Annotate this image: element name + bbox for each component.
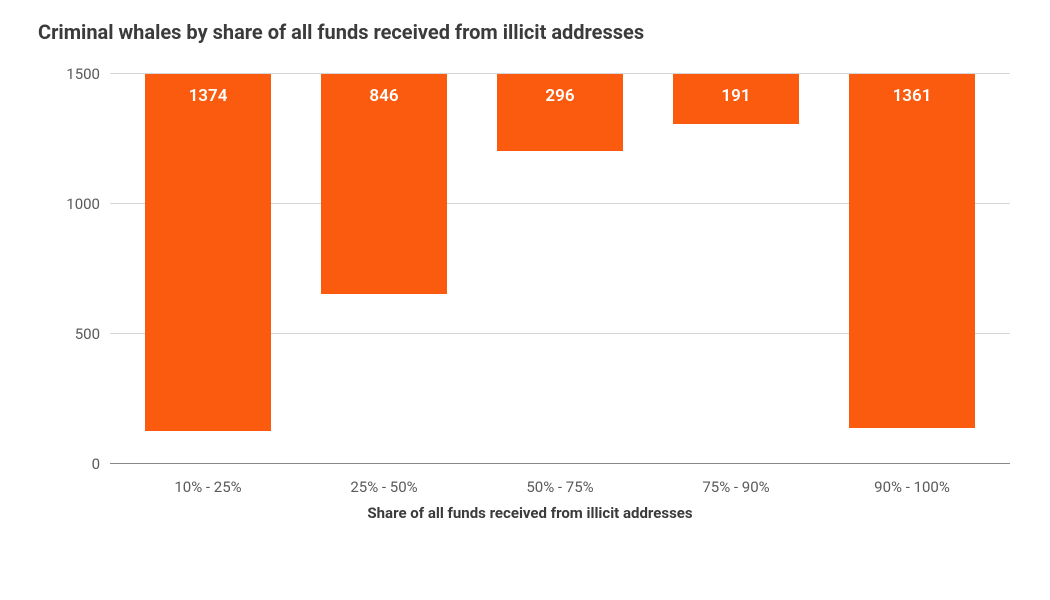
bar-slot: 1374 10% - 25% — [120, 74, 296, 464]
x-axis-title: Share of all funds received from illicit… — [50, 504, 1010, 522]
plot-area: 1500 1000 500 0 1374 10% - 25% 846 25% -… — [110, 74, 1010, 464]
bar-value-label: 846 — [369, 86, 398, 106]
chart-title: Criminal whales by share of all funds re… — [38, 20, 1020, 44]
bar-value-label: 191 — [721, 86, 750, 106]
bar: 191 — [673, 74, 800, 124]
x-tick-label: 50% - 75% — [526, 478, 593, 496]
bar: 1361 — [849, 74, 976, 428]
bar: 1374 — [145, 74, 272, 431]
bar-value-label: 1374 — [189, 86, 228, 106]
x-tick-label: 10% - 25% — [174, 478, 241, 496]
bars-container: 1374 10% - 25% 846 25% - 50% 296 50% - 7… — [110, 74, 1010, 464]
bar-slot: 846 25% - 50% — [296, 74, 472, 464]
y-tick-label: 1000 — [50, 195, 100, 213]
bar-value-label: 1361 — [893, 86, 932, 106]
x-tick-label: 25% - 50% — [350, 478, 417, 496]
bar: 846 — [321, 74, 448, 294]
x-tick-label: 75% - 90% — [702, 478, 769, 496]
x-tick-label: 90% - 100% — [874, 478, 950, 496]
y-tick-label: 0 — [50, 455, 100, 473]
bar-slot: 296 50% - 75% — [472, 74, 648, 464]
bar-slot: 191 75% - 90% — [648, 74, 824, 464]
chart-area: 1500 1000 500 0 1374 10% - 25% 846 25% -… — [50, 74, 1010, 514]
bar-slot: 1361 90% - 100% — [824, 74, 1000, 464]
bar-value-label: 296 — [545, 86, 574, 106]
bar: 296 — [497, 74, 624, 151]
y-tick-label: 1500 — [50, 65, 100, 83]
y-tick-label: 500 — [50, 325, 100, 343]
